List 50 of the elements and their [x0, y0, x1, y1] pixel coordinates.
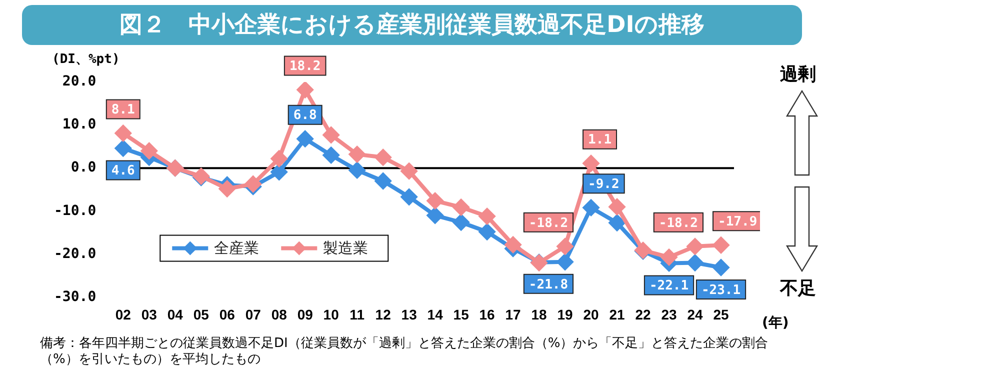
- x-tick-label: 03: [141, 306, 158, 322]
- data-label: 1.1: [588, 132, 612, 148]
- x-tick-label: 23: [661, 306, 678, 322]
- data-label: 8.1: [111, 102, 136, 118]
- data-label: -23.1: [701, 282, 741, 298]
- x-tick-label: 11: [350, 306, 365, 322]
- x-tick-label: 04: [167, 306, 184, 322]
- data-label: -18.2: [658, 216, 698, 231]
- x-tick-label: 18: [531, 306, 548, 322]
- x-tick-label: 21: [609, 306, 626, 322]
- x-tick-label: 07: [245, 306, 262, 322]
- y-tick-label: 20.0: [62, 74, 96, 90]
- x-tick-label: 09: [297, 306, 314, 322]
- data-label: -9.2: [588, 177, 620, 192]
- x-tick-label: 10: [323, 306, 340, 322]
- y-tick-label: -10.0: [54, 202, 96, 219]
- x-tick-label: 05: [193, 306, 210, 322]
- x-tick-label: 16: [479, 306, 496, 322]
- x-tick-label: 25: [713, 306, 729, 322]
- x-tick-label: 20: [583, 306, 600, 322]
- y-axis-title: (DI、%pt): [52, 51, 120, 68]
- x-tick-label: 12: [375, 306, 392, 322]
- x-tick-label: 13: [401, 306, 418, 322]
- y-tick-label: 10.0: [62, 116, 96, 133]
- x-tick-label: 02: [115, 306, 132, 322]
- y-tick-label: 0.0: [70, 160, 96, 176]
- data-label: 18.2: [289, 59, 321, 74]
- text: 過剰: [780, 63, 816, 86]
- data-label: -22.1: [649, 278, 689, 294]
- data-label: -17.9: [718, 214, 758, 230]
- legend-label: 全産業: [214, 239, 260, 258]
- x-tick-label: 15: [453, 306, 470, 322]
- text: 不足: [780, 277, 816, 300]
- x-tick-label: 06: [219, 306, 236, 322]
- x-tick-label: 08: [271, 306, 288, 322]
- chart-title: 図２ 中小企業における産業別従業員数過不足DIの推移: [22, 5, 802, 45]
- data-label: 4.6: [111, 164, 136, 179]
- data-label: -21.8: [528, 277, 568, 292]
- x-tick-label: 24: [687, 306, 704, 322]
- x-tick-label: 19: [557, 306, 574, 322]
- x-tick-label: 14: [427, 306, 444, 322]
- y-tick-label: -30.0: [54, 288, 96, 305]
- x-axis-title: (年): [762, 314, 789, 332]
- x-tick-label: 17: [505, 306, 522, 322]
- data-label: -18.2: [528, 216, 568, 231]
- data-label: 6.8: [293, 108, 318, 124]
- x-tick-label: 22: [635, 306, 652, 322]
- text: 備考：各年四半期ごとの従業員数過不足DI（従業員数が「過剰」と答えた企業の割合（%）から「不足」と答えた企業の割合（%）を引いたもの）を平均したもの: [40, 336, 770, 368]
- legend-label: 製造業: [323, 239, 368, 258]
- y-tick-label: -20.0: [54, 246, 96, 262]
